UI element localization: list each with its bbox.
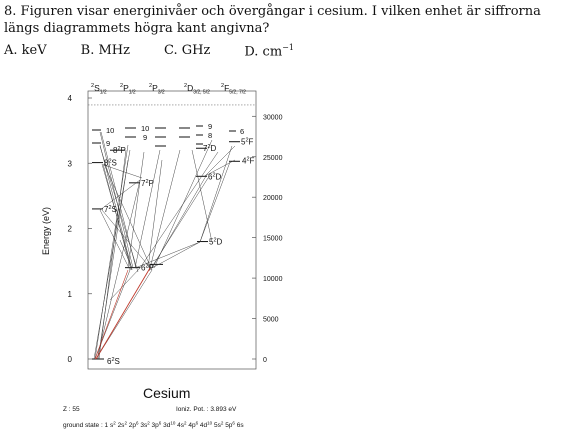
right-axis-tick-label: 25000 [263, 155, 283, 162]
transition-line [95, 269, 153, 360]
y-axis-label: Energy (eV) [41, 207, 51, 255]
left-axis-tick-label: 2 [68, 225, 73, 234]
right-axis-tick-label: 0 [263, 357, 267, 364]
right-axis-tick-label: 15000 [263, 236, 283, 243]
transition-line [191, 149, 213, 243]
transition-line [93, 149, 131, 360]
transition-line [99, 179, 141, 211]
transition-line [109, 267, 141, 301]
right-axis-tick-label: 10000 [263, 276, 283, 283]
option-a[interactable]: A. keV [4, 43, 47, 58]
energy-level-label: 62S [107, 357, 120, 366]
transition-line [96, 179, 141, 360]
footer-z: Z : 55 [63, 406, 80, 413]
high-level-label: 10 [106, 126, 114, 135]
transition-line [97, 159, 129, 360]
high-level-label: 9 [208, 122, 212, 131]
transition-line [99, 131, 134, 269]
question-text: 8. Figuren visar energinivåer och övergå… [4, 3, 570, 37]
energy-level-label: 62D [208, 172, 222, 181]
energy-level-label: 82P [113, 146, 126, 155]
left-axis-tick-label: 4 [68, 94, 73, 103]
transition-line [98, 149, 127, 360]
right-axis-tick-label: 30000 [263, 114, 283, 121]
term-column-header: 2P1/2 [120, 83, 136, 96]
high-level-label: 9 [143, 133, 147, 142]
transition-line [101, 209, 153, 271]
left-axis-tick-label: 0 [68, 355, 73, 364]
option-c[interactable]: C. GHz [163, 43, 211, 58]
ground-state-configuration: ground state : 1 s2 2s2 2p6 3s2 3p6 3d10… [63, 421, 244, 430]
resonance-transition-line [95, 267, 151, 360]
transition-line [127, 151, 145, 269]
left-axis-tick-label: 1 [68, 290, 73, 299]
transition-line [94, 144, 129, 360]
transition-line [151, 241, 201, 269]
question-body: Figuren visar energinivåer och övergånga… [4, 4, 541, 36]
plot-frame [87, 90, 257, 370]
transition-line [199, 161, 231, 243]
high-level-label: 8 [208, 131, 212, 140]
transition-line [100, 131, 137, 269]
option-d[interactable]: D. cm−1 [244, 43, 294, 60]
transition-line [119, 239, 133, 269]
high-level-label: 9 [106, 139, 110, 148]
term-column-header: 2P3/2 [149, 83, 165, 96]
high-level-label: 10 [141, 124, 149, 133]
energy-level-label: 52D [209, 238, 223, 247]
energy-level-label: 82S [104, 159, 117, 168]
transition-line [204, 145, 236, 177]
diagram-title: Cesium [143, 385, 190, 401]
transition-line [147, 159, 163, 269]
energy-level-label: 72S [104, 205, 117, 214]
left-axis-tick-label: 3 [68, 159, 73, 168]
transition-line [134, 149, 161, 269]
transition-line [99, 209, 131, 271]
energy-level-label: 72D [203, 144, 217, 153]
answer-options: A. keV B. MHz C. GHz D. cm−1 [4, 43, 564, 59]
energy-level-label: 52F [241, 138, 254, 147]
transition-line [101, 163, 133, 271]
energy-level-label: 72P [141, 179, 154, 188]
term-column-header: 2F5/2, 7/2 [221, 83, 246, 96]
term-column-header: 2D3/2, 5/2 [184, 83, 210, 96]
question-number: 8. [4, 4, 17, 19]
right-axis-tick-label: 20000 [263, 195, 283, 202]
transition-line [149, 149, 181, 269]
right-axis-tick-label: 5000 [263, 317, 279, 324]
transition-line [103, 164, 143, 179]
high-level-label: 6 [240, 127, 244, 136]
resonance-transition-line [94, 269, 129, 360]
option-b[interactable]: B. MHz [80, 43, 130, 58]
transition-line [204, 159, 236, 177]
transition-line [99, 144, 133, 271]
transition-line [134, 241, 201, 269]
term-column-header: 2S1/2 [91, 83, 107, 96]
transition-line [139, 151, 219, 269]
energy-level-label: 42F [242, 156, 255, 165]
transition-line [199, 145, 233, 243]
footer-ionization: Ioniz. Pot. : 3.893 eV [176, 406, 237, 413]
